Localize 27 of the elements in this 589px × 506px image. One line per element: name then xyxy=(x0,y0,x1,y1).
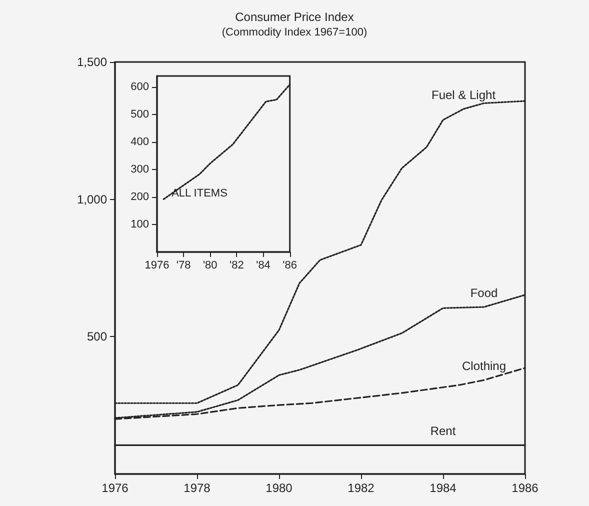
series-label: Food xyxy=(470,286,498,300)
chart-subtitle: (Commodity Index 1967=100) xyxy=(222,26,368,38)
x-tick-label: '86 xyxy=(282,260,298,272)
y-tick-label: 500 xyxy=(130,108,149,120)
y-tick-label: 600 xyxy=(130,81,149,93)
x-tick-label: 1986 xyxy=(512,481,539,495)
series-label: Clothing xyxy=(462,359,506,374)
x-tick-label: 1976 xyxy=(102,481,129,495)
x-tick-label: '78 xyxy=(176,260,191,272)
y-tick-label: 1,500 xyxy=(76,55,108,69)
series-label: Fuel & Light xyxy=(431,88,496,102)
y-tick-label: 200 xyxy=(130,191,149,203)
y-tick-label: 400 xyxy=(130,136,149,148)
y-tick-label: 1,000 xyxy=(76,192,108,206)
x-tick-label: 1976 xyxy=(144,260,170,272)
y-tick-label: 500 xyxy=(86,330,108,344)
y-tick-label: 300 xyxy=(130,164,149,176)
x-tick-label: '84 xyxy=(256,260,270,272)
series-label: Rent xyxy=(430,424,456,438)
x-tick-label: 1978 xyxy=(184,481,211,495)
y-tick-label: 100 xyxy=(130,218,149,230)
x-tick-label: 1982 xyxy=(348,481,375,495)
x-tick-label: '80 xyxy=(202,260,218,272)
x-tick-label: '82 xyxy=(230,260,244,272)
x-tick-label: 1980 xyxy=(266,481,293,495)
x-tick-label: 1984 xyxy=(430,481,457,495)
chart-title: Consumer Price Index xyxy=(235,10,354,24)
